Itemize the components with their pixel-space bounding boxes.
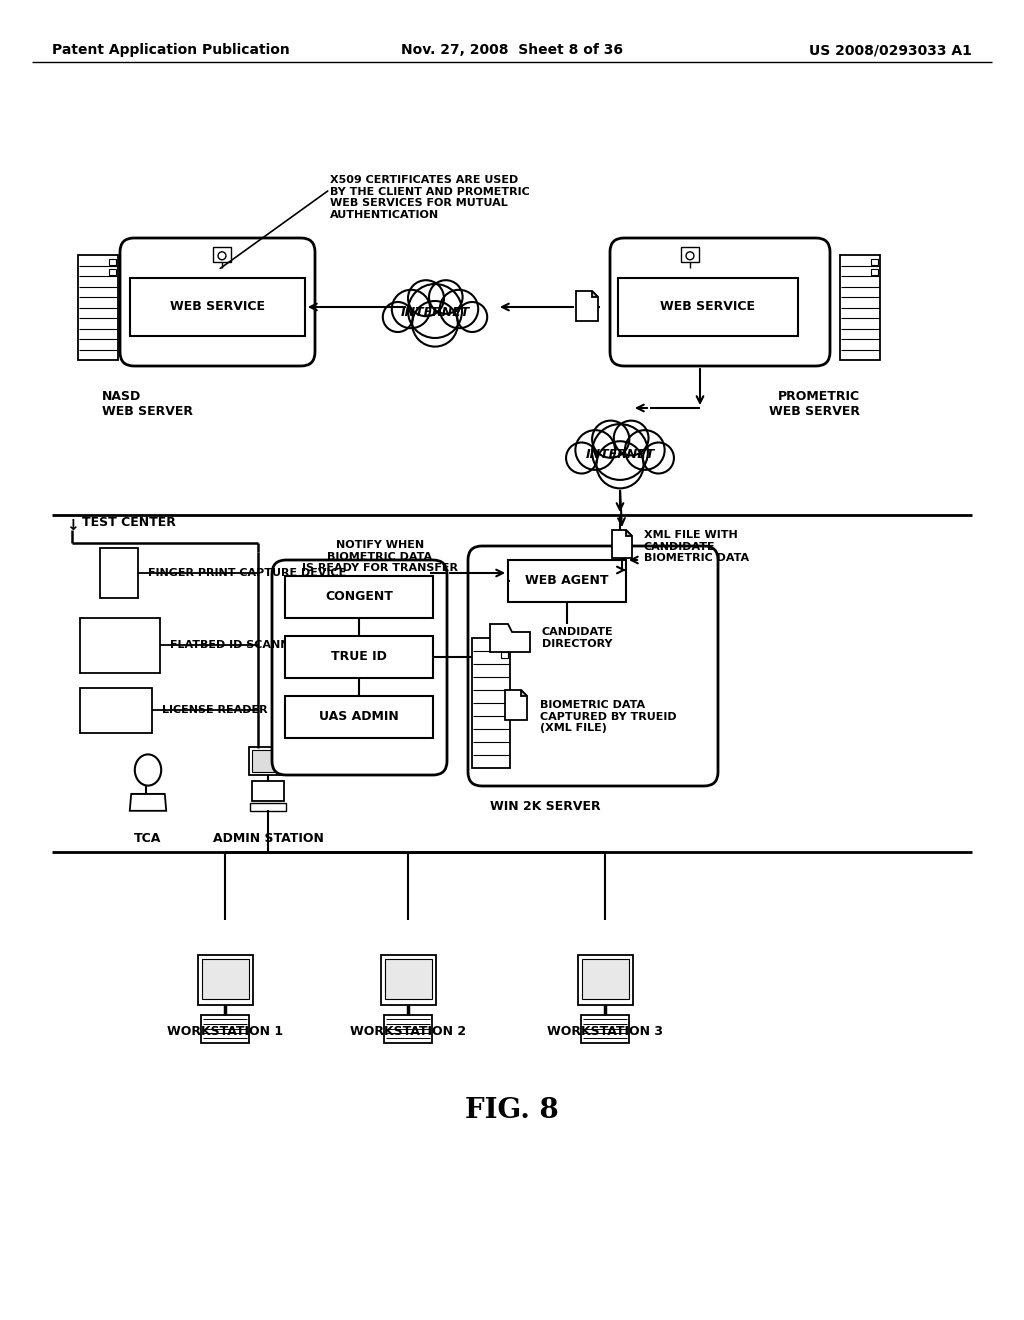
Text: XML FILE WITH
CANDIDATE
BIOMETRIC DATA: XML FILE WITH CANDIDATE BIOMETRIC DATA — [644, 531, 750, 564]
Ellipse shape — [135, 755, 161, 785]
Text: Patent Application Publication: Patent Application Publication — [52, 44, 290, 57]
Text: BIOMETRIC DATA
CAPTURED BY TRUEID
(XML FILE): BIOMETRIC DATA CAPTURED BY TRUEID (XML F… — [540, 700, 677, 733]
FancyBboxPatch shape — [618, 279, 798, 337]
FancyBboxPatch shape — [582, 960, 629, 999]
Circle shape — [408, 280, 444, 317]
Circle shape — [413, 301, 458, 347]
Text: US 2008/0293033 A1: US 2008/0293033 A1 — [809, 44, 972, 57]
Text: NASD
WEB SERVER: NASD WEB SERVER — [102, 389, 193, 418]
FancyBboxPatch shape — [285, 636, 433, 678]
Circle shape — [392, 290, 430, 329]
FancyBboxPatch shape — [202, 960, 249, 999]
FancyBboxPatch shape — [285, 576, 433, 618]
Circle shape — [686, 252, 694, 260]
FancyBboxPatch shape — [78, 255, 118, 360]
FancyBboxPatch shape — [272, 560, 447, 775]
FancyBboxPatch shape — [250, 803, 286, 810]
Text: CANDIDATE
DIRECTORY: CANDIDATE DIRECTORY — [542, 627, 613, 649]
FancyBboxPatch shape — [130, 279, 305, 337]
FancyBboxPatch shape — [840, 255, 880, 360]
Text: FIG. 8: FIG. 8 — [465, 1097, 559, 1123]
FancyBboxPatch shape — [384, 1015, 432, 1043]
Text: TRUE ID: TRUE ID — [331, 651, 387, 664]
FancyBboxPatch shape — [80, 688, 152, 733]
Text: ADMIN STATION: ADMIN STATION — [213, 832, 324, 845]
Circle shape — [575, 430, 615, 470]
Circle shape — [566, 442, 597, 474]
FancyBboxPatch shape — [681, 247, 698, 263]
Text: CONGENT: CONGENT — [325, 590, 393, 603]
Text: WORKSTATION 1: WORKSTATION 1 — [167, 1026, 283, 1038]
Polygon shape — [626, 531, 632, 536]
FancyBboxPatch shape — [198, 954, 253, 1005]
Circle shape — [613, 421, 648, 455]
Text: TEST CENTER: TEST CENTER — [82, 516, 176, 528]
Circle shape — [439, 290, 478, 329]
Text: TCA: TCA — [134, 832, 162, 845]
Polygon shape — [505, 690, 527, 719]
Polygon shape — [575, 290, 598, 321]
FancyBboxPatch shape — [472, 638, 510, 768]
FancyBboxPatch shape — [252, 781, 284, 801]
FancyBboxPatch shape — [385, 960, 432, 999]
FancyBboxPatch shape — [381, 954, 436, 1005]
FancyBboxPatch shape — [252, 750, 284, 772]
Text: INTERNET: INTERNET — [586, 447, 654, 461]
FancyBboxPatch shape — [610, 238, 830, 366]
Circle shape — [596, 441, 643, 488]
FancyBboxPatch shape — [468, 546, 718, 785]
Circle shape — [625, 430, 665, 470]
Text: WORKSTATION 2: WORKSTATION 2 — [350, 1026, 466, 1038]
FancyBboxPatch shape — [508, 560, 626, 602]
FancyBboxPatch shape — [285, 696, 433, 738]
FancyBboxPatch shape — [501, 642, 508, 648]
Text: PROMETRIC
WEB SERVER: PROMETRIC WEB SERVER — [769, 389, 860, 418]
Text: WORKSTATION 3: WORKSTATION 3 — [547, 1026, 663, 1038]
Text: INTERNET: INTERNET — [400, 306, 470, 319]
FancyBboxPatch shape — [109, 269, 116, 275]
Text: FINGER PRINT CAPTURE DEVICE: FINGER PRINT CAPTURE DEVICE — [148, 568, 346, 578]
FancyBboxPatch shape — [80, 618, 160, 673]
Text: WEB SERVICE: WEB SERVICE — [660, 301, 756, 314]
Polygon shape — [490, 624, 530, 652]
Text: ↓: ↓ — [66, 517, 79, 532]
Polygon shape — [592, 290, 598, 297]
Circle shape — [457, 302, 487, 333]
Polygon shape — [612, 531, 632, 558]
FancyBboxPatch shape — [501, 652, 508, 657]
Text: WEB AGENT: WEB AGENT — [525, 574, 608, 587]
FancyBboxPatch shape — [213, 247, 230, 263]
Polygon shape — [521, 690, 527, 696]
FancyBboxPatch shape — [581, 1015, 629, 1043]
Text: WIN 2K SERVER: WIN 2K SERVER — [490, 800, 601, 813]
Circle shape — [383, 302, 413, 333]
Text: X509 CERTIFICATES ARE USED
BY THE CLIENT AND PROMETRIC
WEB SERVICES FOR MUTUAL
A: X509 CERTIFICATES ARE USED BY THE CLIENT… — [220, 176, 529, 268]
Circle shape — [643, 442, 674, 474]
Circle shape — [592, 424, 648, 480]
FancyBboxPatch shape — [871, 259, 878, 265]
Text: UAS ADMIN: UAS ADMIN — [319, 710, 399, 723]
Text: Nov. 27, 2008  Sheet 8 of 36: Nov. 27, 2008 Sheet 8 of 36 — [401, 44, 623, 57]
FancyBboxPatch shape — [100, 548, 138, 598]
Polygon shape — [130, 795, 166, 810]
FancyBboxPatch shape — [871, 269, 878, 275]
Text: FLATBED ID SCANNER: FLATBED ID SCANNER — [170, 640, 305, 649]
FancyBboxPatch shape — [249, 747, 287, 775]
Circle shape — [218, 252, 226, 260]
Text: NOTIFY WHEN
BIOMETRIC DATA
IS READY FOR TRANSFER: NOTIFY WHEN BIOMETRIC DATA IS READY FOR … — [302, 540, 458, 573]
Text: WEB SERVICE: WEB SERVICE — [170, 301, 264, 314]
FancyBboxPatch shape — [578, 954, 633, 1005]
FancyBboxPatch shape — [201, 1015, 249, 1043]
Text: LICENSE READER: LICENSE READER — [162, 705, 267, 715]
FancyBboxPatch shape — [120, 238, 315, 366]
FancyBboxPatch shape — [109, 259, 116, 265]
Circle shape — [429, 280, 463, 314]
Circle shape — [592, 421, 630, 458]
Circle shape — [408, 284, 462, 338]
